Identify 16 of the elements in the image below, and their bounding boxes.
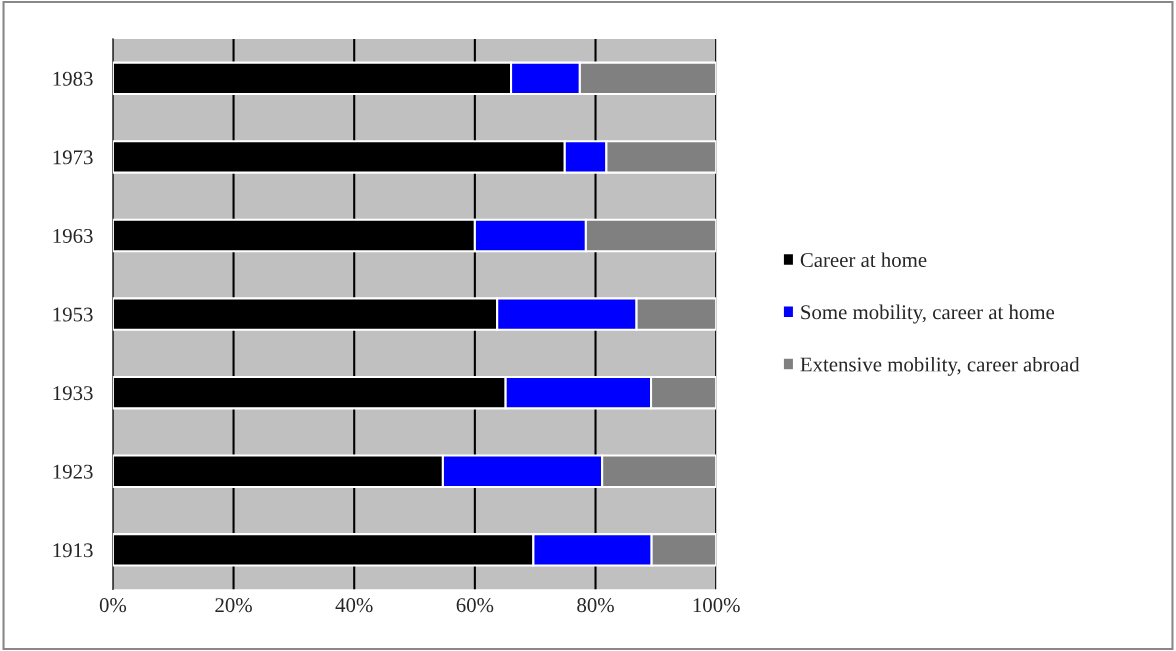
y-tick-label: 1923 xyxy=(53,464,93,479)
y-tick-label: 1973 xyxy=(53,150,93,165)
x-tick-label: 40% xyxy=(335,598,373,613)
legend-label: Some mobility, career at home xyxy=(801,304,1055,324)
y-tick-label: 1913 xyxy=(53,543,93,558)
legend-label: Extensive mobility, career abroad xyxy=(800,356,1080,376)
y-tick-label: 1983 xyxy=(53,71,93,86)
x-tick-label: 100% xyxy=(693,598,740,613)
y-tick-label: 1933 xyxy=(53,386,93,401)
y-tick-label: 1963 xyxy=(53,228,93,243)
x-tick-label: 20% xyxy=(215,598,252,613)
x-tick-label: 60% xyxy=(456,598,494,613)
x-tick-label: 0% xyxy=(99,598,127,613)
x-tick-label: 80% xyxy=(577,598,614,613)
y-tick-label: 1953 xyxy=(53,307,93,322)
legend-label: Career at home xyxy=(800,252,927,268)
